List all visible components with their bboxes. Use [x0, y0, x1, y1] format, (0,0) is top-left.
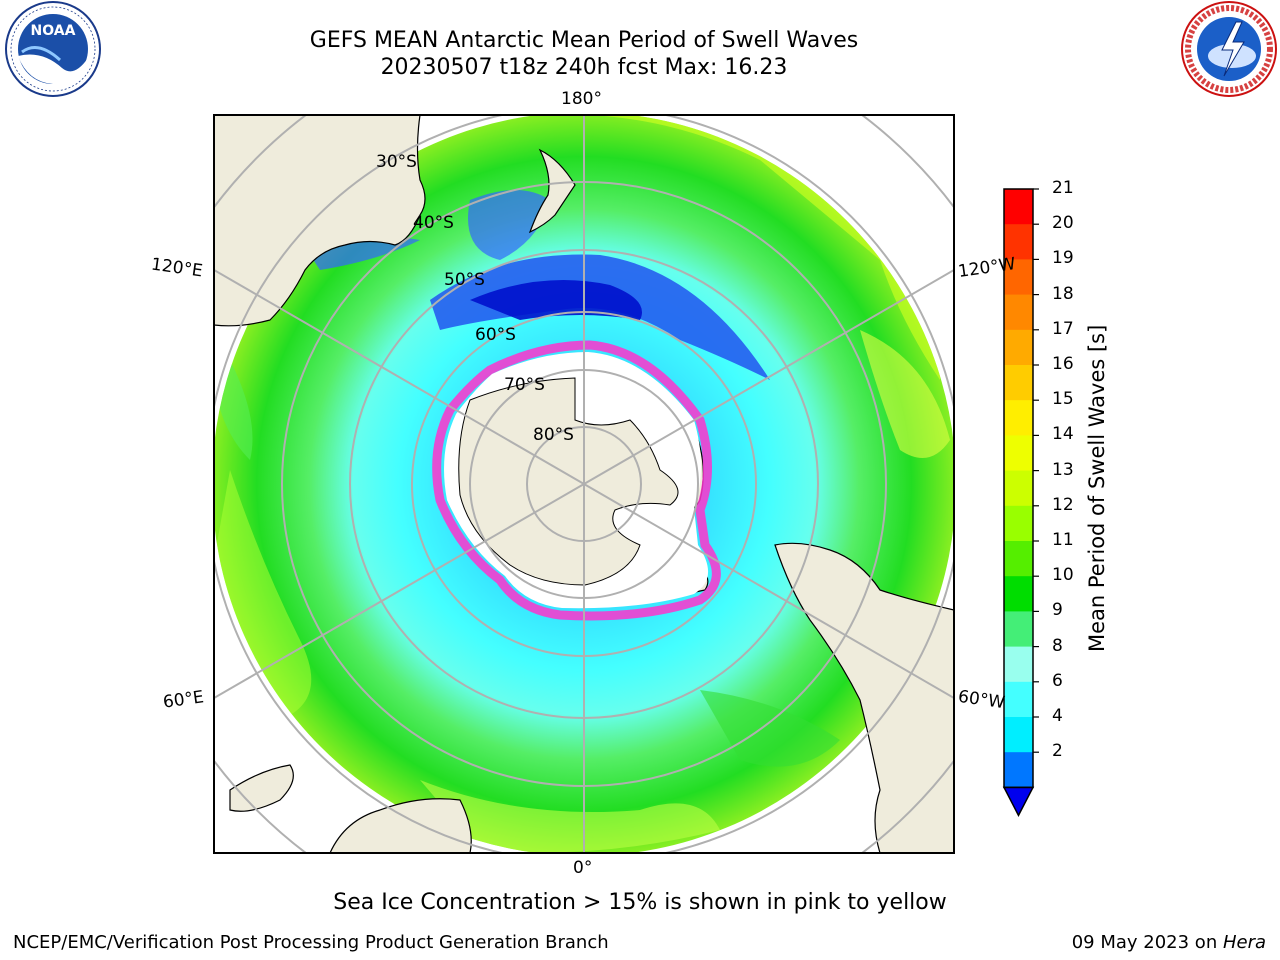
map-border [213, 114, 955, 854]
lat-label-40s: 40°S [413, 213, 454, 233]
colorbar-tick-label: 16 [1052, 354, 1074, 374]
title-line-1: GEFS MEAN Antarctic Mean Period of Swell… [309, 28, 859, 53]
nws-logo-icon [1181, 1, 1277, 97]
noaa-logo-text: NOAA [31, 23, 76, 39]
sea-ice-edge [432, 340, 721, 621]
colorbar-tick-label: 2 [1052, 741, 1063, 762]
colorbar-tick-label: 12 [1052, 494, 1074, 515]
colorbar-segment [1004, 329, 1033, 366]
colorbar-tick-label: 14 [1052, 424, 1074, 445]
colorbar-segment [1004, 294, 1033, 331]
lat-label-70s: 70°S [504, 375, 545, 395]
lat-label-60s: 60°S [475, 325, 516, 345]
colorbar-segment [1004, 646, 1033, 683]
land-antarctica-core [458, 377, 679, 586]
colorbar-tick-label: 17 [1052, 318, 1074, 339]
colorbar-segment [1004, 400, 1033, 436]
colorbar-tick-label: 21 [1052, 178, 1074, 198]
colorbar-tick-label: 15 [1052, 389, 1074, 410]
noaa-logo-icon: NOAA [5, 1, 101, 97]
colorbar-tick-label: 4 [1052, 706, 1063, 726]
lat-label-50s: 50°S [444, 270, 485, 290]
colorbar-segment [1004, 259, 1033, 296]
colorbar [1002, 188, 1039, 818]
colorbar-label: Mean Period of Swell Waves [s] [1085, 324, 1109, 652]
colorbar-segment [1004, 189, 1033, 225]
lon-label-180: 180° [561, 89, 602, 109]
meridian-lines [214, 115, 954, 853]
footer-date: 09 May 2023 on Hera [1072, 932, 1266, 953]
footer-host: Hera [1222, 932, 1266, 953]
title-line-2: 20230507 t18z 240h fcst Max: 16.23 [380, 55, 788, 80]
chart-title: GEFS MEAN Antarctic Mean Period of Swell… [234, 27, 934, 81]
footer-date-text: 09 May 2023 on [1071, 932, 1223, 953]
sea-ice-note: Sea Ice Concentration > 15% is shown in … [333, 890, 947, 915]
colorbar-tick-label: 6 [1052, 670, 1063, 691]
colorbar-segment [1004, 752, 1033, 788]
colorbar-segment [1004, 611, 1033, 648]
land-new-zealand [528, 148, 576, 234]
colorbar-segment [1004, 470, 1033, 507]
colorbar-segment [1004, 365, 1033, 401]
colorbar-segment [1004, 541, 1033, 577]
lat-label-30s: 30°S [376, 152, 417, 172]
colorbar-segment [1004, 717, 1033, 753]
colorbar-outline [1003, 188, 1034, 789]
colorbar-segment [1004, 224, 1033, 260]
colorbar-segment [1004, 435, 1033, 472]
land-africa [329, 798, 472, 853]
lat-label-80s: 80°S [533, 425, 574, 445]
colorbar-tick-label: 11 [1052, 530, 1074, 550]
lon-label-0: 0° [573, 858, 593, 878]
land-australia [214, 115, 426, 327]
colorbar-tick-label: 19 [1052, 248, 1074, 269]
colorbar-tick-label: 20 [1052, 213, 1074, 234]
footer-branch: NCEP/EMC/Verification Post Processing Pr… [13, 932, 609, 953]
colorbar-extension [1002, 786, 1035, 818]
land-madagascar [229, 764, 294, 812]
colorbar-segment [1004, 576, 1033, 612]
colorbar-segment [1004, 505, 1033, 542]
colorbar-tick-label: 10 [1052, 565, 1074, 586]
colorbar-tick-label: 18 [1052, 283, 1074, 304]
colorbar-tick-label: 8 [1052, 635, 1063, 656]
colorbar-tick-label: 13 [1052, 459, 1074, 480]
colorbar-tick-label: 9 [1052, 600, 1063, 621]
colorbar-segment [1004, 681, 1033, 718]
